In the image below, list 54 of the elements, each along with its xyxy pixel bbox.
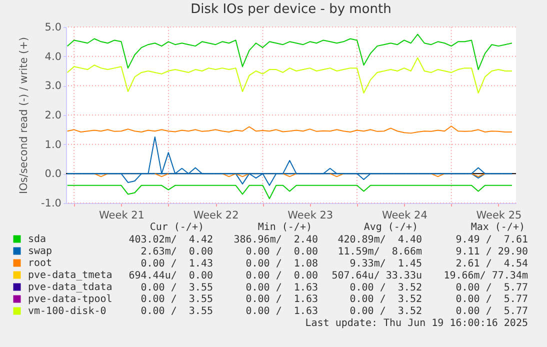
- legend-label: root: [28, 258, 52, 269]
- legend-label: pve-data_tmeta: [28, 270, 112, 281]
- text: 0.00 / 3.55: [140, 306, 213, 318]
- x-tick-label: Week 23: [288, 210, 334, 222]
- x-tick-label: Week 21: [99, 210, 144, 222]
- x-tick-label: Week 24: [382, 210, 428, 222]
- legend-label: vm-100-disk-0: [28, 306, 106, 317]
- text: 0.00 / 1.63: [246, 306, 318, 318]
- text: 0.00 / 3.52: [350, 306, 422, 318]
- legend-label: swap: [28, 246, 52, 257]
- text: 0.00 / 3.55: [140, 294, 213, 306]
- text: 0.00 / 5.77: [456, 282, 528, 294]
- text: Max (-/+): [470, 222, 525, 233]
- y-tick-label: 3.0: [44, 80, 62, 92]
- text: 0.00 / 3.52: [350, 282, 422, 294]
- text: 0.00 / 1.63: [246, 282, 318, 294]
- text: 0.00 / 1.43: [140, 258, 213, 270]
- text: 507.64u/ 33.33u: [332, 270, 422, 282]
- chart-title: Disk IOs per device - by month: [190, 2, 392, 17]
- text: 9.49 / 7.61: [456, 234, 528, 246]
- text: 0.00 / 3.55: [140, 282, 213, 294]
- y-axis-title: IOs/second read (-) / write (+): [18, 36, 30, 194]
- text: 420.89m/ 4.40: [338, 234, 422, 246]
- text: 2.63m/ 0.00: [140, 246, 213, 258]
- text: 0.00 / 0.00: [246, 270, 318, 282]
- text: 19.66m/ 77.34m: [444, 270, 528, 282]
- text: Cur (-/+): [150, 222, 204, 233]
- text: 0.00 / 5.77: [456, 306, 528, 318]
- text: 11.59m/ 8.66m: [338, 246, 422, 258]
- text: 403.02m/ 4.42: [128, 234, 213, 246]
- y-tick-label: 0.0: [44, 168, 62, 180]
- text: Avg (-/+): [364, 222, 418, 233]
- y-tick-label: 1.0: [44, 138, 62, 151]
- text: 0.00 / 1.63: [246, 294, 318, 306]
- text: 0.00 / 3.52: [350, 294, 422, 306]
- legend-label: pve-data-tpool: [28, 294, 112, 305]
- text: Min (-/+): [258, 222, 312, 233]
- text: 9.33m/ 1.45: [350, 258, 422, 270]
- y-tick-label: 2.0: [44, 110, 62, 122]
- text: 9.11 / 29.90: [456, 246, 528, 258]
- x-tick-label: Week 22: [193, 210, 239, 222]
- text: 2.61 / 4.54: [456, 258, 528, 270]
- y-tick-label: 5.0: [44, 22, 62, 34]
- legend-label: pve-data_tdata: [28, 282, 112, 293]
- text: Last update: Thu Jun 19 16:00:16 2025: [305, 318, 528, 329]
- x-tick-label: Week 25: [476, 210, 522, 222]
- y-tick-label: -1.0: [41, 198, 62, 210]
- y-tick-label: 4.0: [44, 50, 62, 63]
- text: 0.00 / 5.77: [456, 294, 528, 306]
- legend-label: sda: [28, 234, 46, 245]
- text: 0.00 / 0.00: [246, 246, 318, 258]
- text: 694.44u/ 0.00: [128, 270, 213, 282]
- text: 386.96m/ 2.40: [234, 234, 318, 246]
- text: 0.00 / 1.08: [246, 258, 318, 270]
